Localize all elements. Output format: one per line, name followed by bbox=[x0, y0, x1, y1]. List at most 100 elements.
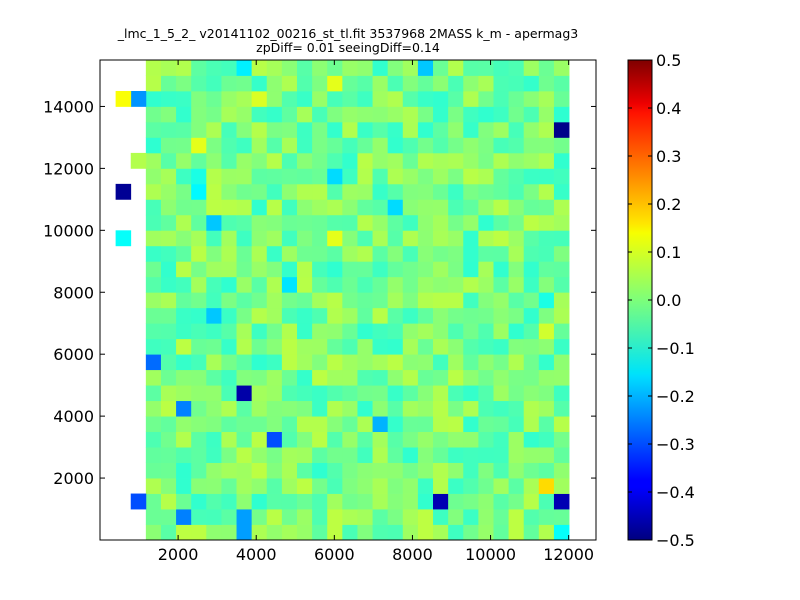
heatmap-cell bbox=[342, 168, 358, 185]
heatmap-cell bbox=[266, 230, 283, 247]
heatmap-cell bbox=[433, 323, 449, 340]
heatmap-cell bbox=[417, 307, 434, 324]
heatmap-cell bbox=[493, 509, 509, 525]
heatmap-cell bbox=[145, 90, 162, 107]
heatmap-cell bbox=[357, 524, 373, 541]
heatmap-cell bbox=[372, 493, 389, 510]
heatmap-cell bbox=[281, 493, 298, 510]
heatmap-cell bbox=[372, 462, 389, 479]
x-tick-label: 8000 bbox=[392, 545, 433, 564]
heatmap-cell bbox=[251, 524, 268, 541]
heatmap-cell bbox=[236, 261, 253, 278]
heatmap-cell bbox=[281, 323, 298, 340]
heatmap-cell bbox=[296, 292, 313, 309]
heatmap-cell bbox=[296, 152, 313, 169]
heatmap-cell bbox=[221, 416, 237, 433]
heatmap-cell bbox=[327, 323, 343, 340]
heatmap-cell bbox=[463, 524, 479, 541]
heatmap-cell bbox=[463, 199, 479, 216]
heatmap-cell bbox=[493, 524, 509, 541]
heatmap-cell bbox=[236, 307, 253, 324]
colorbar-tick-label: −0.3 bbox=[656, 435, 695, 454]
chart-title: _lmc_1_5_2_ v20141102_00216_st_tl.fit 35… bbox=[117, 26, 578, 41]
heatmap-cell bbox=[538, 307, 555, 324]
heatmap-cell bbox=[553, 261, 570, 278]
heatmap-cell bbox=[478, 509, 494, 525]
heatmap-cell bbox=[508, 152, 525, 169]
heatmap-cell bbox=[478, 493, 494, 510]
heatmap-cell bbox=[145, 416, 162, 433]
heatmap-cell bbox=[433, 416, 449, 433]
heatmap-cell bbox=[296, 400, 313, 417]
heatmap-cell bbox=[417, 106, 434, 123]
heatmap-cell bbox=[176, 245, 192, 262]
heatmap-cell bbox=[387, 431, 404, 448]
heatmap-cell bbox=[145, 183, 162, 200]
heatmap-cell bbox=[553, 168, 570, 185]
heatmap-cell bbox=[372, 75, 389, 92]
heatmap-cell bbox=[357, 354, 373, 371]
heatmap-cell bbox=[251, 462, 268, 479]
heatmap-cell bbox=[508, 230, 525, 247]
heatmap-cell bbox=[160, 276, 177, 293]
heatmap-cell bbox=[448, 338, 464, 355]
heatmap-cell bbox=[538, 75, 555, 92]
heatmap-cell bbox=[478, 183, 494, 200]
heatmap-cell bbox=[538, 261, 555, 278]
heatmap-cell bbox=[357, 60, 373, 76]
heatmap-cell bbox=[538, 106, 555, 123]
heatmap-cell bbox=[463, 168, 479, 185]
heatmap-cell bbox=[160, 524, 177, 541]
heatmap-cell bbox=[553, 416, 570, 433]
colorbar-tick-label: 0.3 bbox=[656, 147, 681, 166]
heatmap-cell bbox=[327, 75, 343, 92]
heatmap-cell bbox=[160, 431, 177, 448]
heatmap-cell bbox=[281, 524, 298, 541]
heatmap-cell bbox=[433, 462, 449, 479]
heatmap-cell bbox=[191, 230, 207, 247]
heatmap-cell bbox=[417, 75, 434, 92]
heatmap-cell bbox=[433, 137, 449, 154]
heatmap-cell bbox=[508, 60, 525, 76]
heatmap-cell bbox=[372, 323, 389, 340]
heatmap-cell bbox=[357, 199, 373, 216]
heatmap-cell bbox=[508, 400, 525, 417]
heatmap-cell bbox=[251, 261, 268, 278]
heatmap-cell bbox=[221, 462, 237, 479]
heatmap-cell bbox=[251, 121, 268, 138]
heatmap-cell bbox=[463, 478, 479, 494]
heatmap-cell bbox=[160, 75, 177, 92]
heatmap-cell bbox=[206, 106, 222, 123]
heatmap-cell bbox=[145, 338, 162, 355]
heatmap-cell bbox=[281, 245, 298, 262]
heatmap-cell bbox=[553, 183, 570, 200]
heatmap-cell bbox=[342, 509, 358, 525]
heatmap-cell bbox=[342, 478, 358, 494]
heatmap-cell bbox=[191, 152, 207, 169]
heatmap-cell bbox=[191, 447, 207, 463]
heatmap-cell bbox=[553, 431, 570, 448]
heatmap-cell bbox=[433, 276, 449, 293]
heatmap-cell bbox=[145, 400, 162, 417]
heatmap-cell bbox=[251, 369, 268, 386]
heatmap-cell bbox=[342, 75, 358, 92]
heatmap-cell bbox=[448, 137, 464, 154]
heatmap-cell bbox=[251, 168, 268, 185]
heatmap-cell bbox=[493, 121, 509, 138]
heatmap-cell bbox=[538, 323, 555, 340]
heatmap-cell bbox=[387, 493, 404, 510]
heatmap-cell bbox=[145, 60, 162, 76]
heatmap-cell bbox=[191, 369, 207, 386]
heatmap-cell bbox=[206, 369, 222, 386]
heatmap-cell bbox=[538, 183, 555, 200]
heatmap-cell bbox=[145, 307, 162, 324]
heatmap-cell bbox=[372, 354, 389, 371]
heatmap-cell bbox=[191, 292, 207, 309]
heatmap-cell bbox=[493, 214, 509, 231]
heatmap-cell bbox=[160, 493, 177, 510]
heatmap-cell bbox=[266, 168, 283, 185]
heatmap-cell bbox=[402, 168, 419, 185]
heatmap-cell bbox=[145, 493, 162, 510]
heatmap-cell bbox=[553, 462, 570, 479]
